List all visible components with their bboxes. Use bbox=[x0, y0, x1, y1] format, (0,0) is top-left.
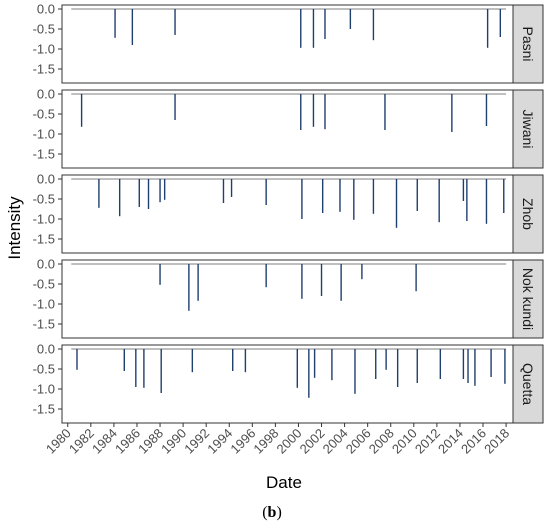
y-tick-label: -0.5 bbox=[33, 277, 55, 292]
x-tick-label: 2010 bbox=[389, 426, 420, 457]
caption-letter: b bbox=[268, 504, 277, 521]
y-tick-label: -1.0 bbox=[33, 382, 55, 397]
y-tick-label: -1.5 bbox=[33, 402, 55, 417]
panel-4: 0.0 -0.5 -1.0 -1.5 Quetta bbox=[33, 342, 544, 424]
x-tick-label: 1986 bbox=[112, 426, 143, 457]
y-tick-label: -1.0 bbox=[33, 212, 55, 227]
x-tick-label: 1996 bbox=[227, 426, 258, 457]
facet-label: Jiwani bbox=[520, 110, 536, 149]
panel-frame bbox=[61, 174, 514, 254]
facet-strip bbox=[512, 89, 544, 169]
x-tick-label: 2012 bbox=[412, 426, 443, 457]
panel-1: 0.0 -0.5 -1.0 -1.5 Jiwani bbox=[33, 87, 544, 169]
x-tick-label: 2008 bbox=[366, 426, 397, 457]
y-tick-label: 0.0 bbox=[37, 172, 55, 187]
x-tick-label: 2014 bbox=[435, 426, 466, 457]
y-tick-label: -1.5 bbox=[33, 147, 55, 162]
facet-label: Zhob bbox=[520, 198, 536, 230]
y-tick-label: -1.5 bbox=[33, 317, 55, 332]
x-tick-label: 2006 bbox=[343, 426, 374, 457]
panel-frame bbox=[61, 259, 514, 339]
y-tick-label: -1.0 bbox=[33, 297, 55, 312]
facet-strip bbox=[512, 4, 544, 84]
facet-label: Quetta bbox=[520, 363, 536, 405]
y-tick-label: -0.5 bbox=[33, 192, 55, 207]
x-tick-label: 2000 bbox=[274, 426, 305, 457]
panel-frame bbox=[61, 344, 514, 424]
x-tick-label: 1980 bbox=[43, 426, 74, 457]
facet-strip bbox=[512, 344, 544, 424]
panel-frame bbox=[61, 89, 514, 169]
panels-layer: 0.0 -0.5 -1.0 -1.5 Pasni 0.0 -0.5 -1.0 -1.5 Jiwan… bbox=[33, 2, 544, 424]
y-tick-label: -0.5 bbox=[33, 22, 55, 37]
panel-2: 0.0 -0.5 -1.0 -1.5 Zhob bbox=[33, 172, 544, 254]
panel-3: 0.0 -0.5 -1.0 -1.5 Nok kundi bbox=[33, 257, 544, 339]
x-tick-label: 2004 bbox=[320, 426, 351, 457]
x-tick-label: 1990 bbox=[158, 426, 189, 457]
x-tick-label: 1992 bbox=[181, 426, 212, 457]
panel-0: 0.0 -0.5 -1.0 -1.5 Pasni bbox=[33, 2, 544, 84]
x-tick-label: 1998 bbox=[250, 426, 281, 457]
y-tick-label: -1.0 bbox=[33, 127, 55, 142]
y-tick-label: 0.0 bbox=[37, 257, 55, 272]
facet-strip bbox=[512, 259, 544, 339]
y-tick-label: 0.0 bbox=[37, 2, 55, 17]
x-tick-label: 2016 bbox=[458, 426, 489, 457]
caption-close: ) bbox=[276, 504, 281, 521]
y-tick-label: -0.5 bbox=[33, 362, 55, 377]
facet-strip bbox=[512, 174, 544, 254]
x-tick-label: 1982 bbox=[66, 426, 97, 457]
x-tick-label: 1988 bbox=[135, 426, 166, 457]
y-tick-label: -0.5 bbox=[33, 107, 55, 122]
x-tick-label: 2002 bbox=[297, 426, 328, 457]
x-axis-title: Date bbox=[266, 473, 302, 492]
y-tick-label: -1.5 bbox=[33, 62, 55, 77]
figure-caption: (b) bbox=[262, 504, 282, 521]
y-axis-title: Intensity bbox=[5, 196, 24, 260]
x-tick-label: 1994 bbox=[204, 426, 235, 457]
facet-label: Pasni bbox=[520, 26, 536, 61]
x-tick-label: 2018 bbox=[481, 426, 512, 457]
caption-open: ( bbox=[262, 504, 267, 521]
y-tick-label: -1.0 bbox=[33, 42, 55, 57]
y-tick-label: -1.5 bbox=[33, 232, 55, 247]
panel-frame bbox=[61, 4, 514, 84]
y-tick-label: 0.0 bbox=[37, 342, 55, 357]
x-axis: 1980198219841986198819901992199419961998… bbox=[43, 423, 512, 457]
facet-label: Nok kundi bbox=[520, 268, 536, 330]
x-tick-label: 1984 bbox=[89, 426, 120, 457]
y-tick-label: 0.0 bbox=[37, 87, 55, 102]
